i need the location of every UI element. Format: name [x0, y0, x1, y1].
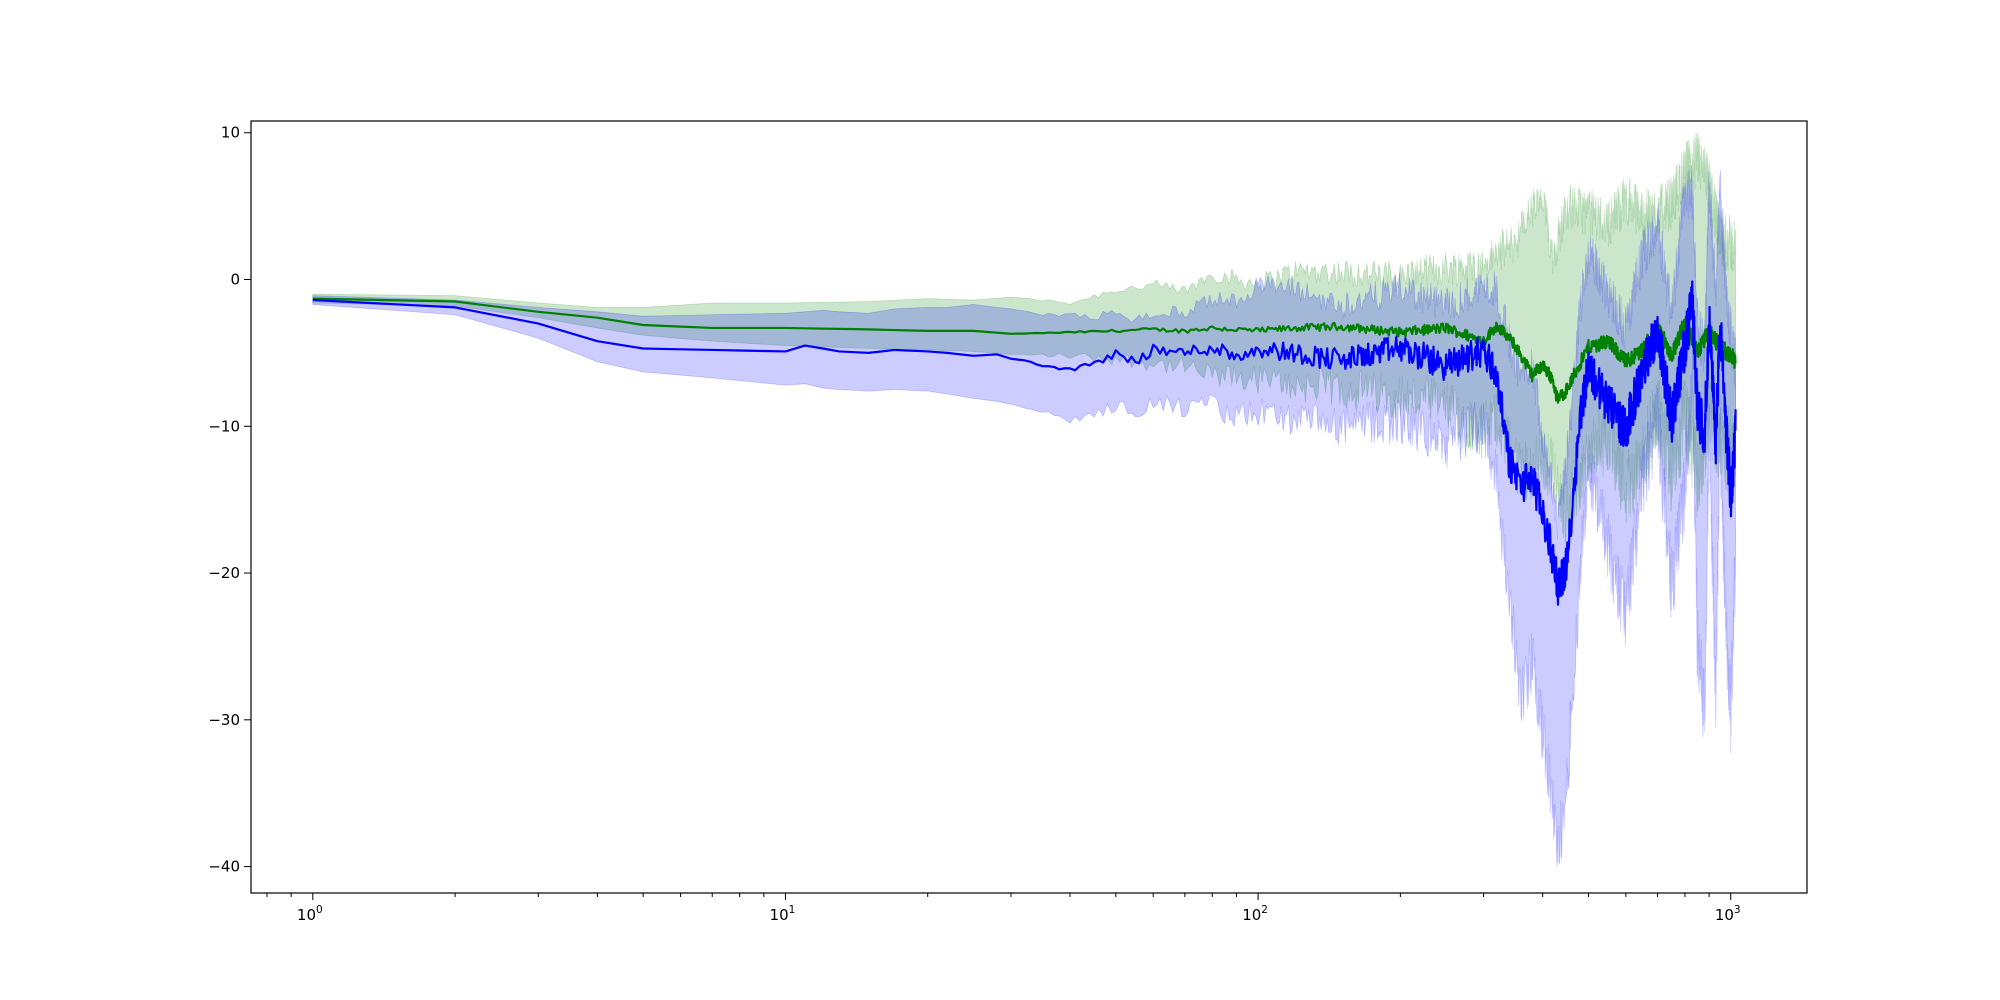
y-tick-label: −30	[208, 711, 240, 729]
mean-line-series-2	[312, 280, 1737, 606]
x-tick-label: 101	[770, 904, 796, 924]
y-tick-label: 10	[221, 124, 240, 142]
series-lines	[312, 280, 1737, 606]
y-tick-label: 0	[230, 271, 240, 289]
x-tick-label: 103	[1715, 904, 1741, 924]
mean-line-series-1	[312, 297, 1737, 404]
confidence-band-series-1	[312, 132, 1736, 543]
x-axis: 100 101 102 103	[266, 893, 1741, 924]
axes-frame	[250, 120, 1808, 894]
y-tick-label: −40	[208, 858, 240, 876]
plot-area	[312, 132, 1737, 868]
y-axis: 10 0 −10 −20 −30 −40	[208, 124, 251, 876]
x-tick-label: 100	[297, 904, 323, 924]
y-tick-label: −20	[208, 564, 240, 582]
y-tick-label: −10	[208, 417, 240, 435]
x-tick-label: 102	[1242, 904, 1268, 924]
